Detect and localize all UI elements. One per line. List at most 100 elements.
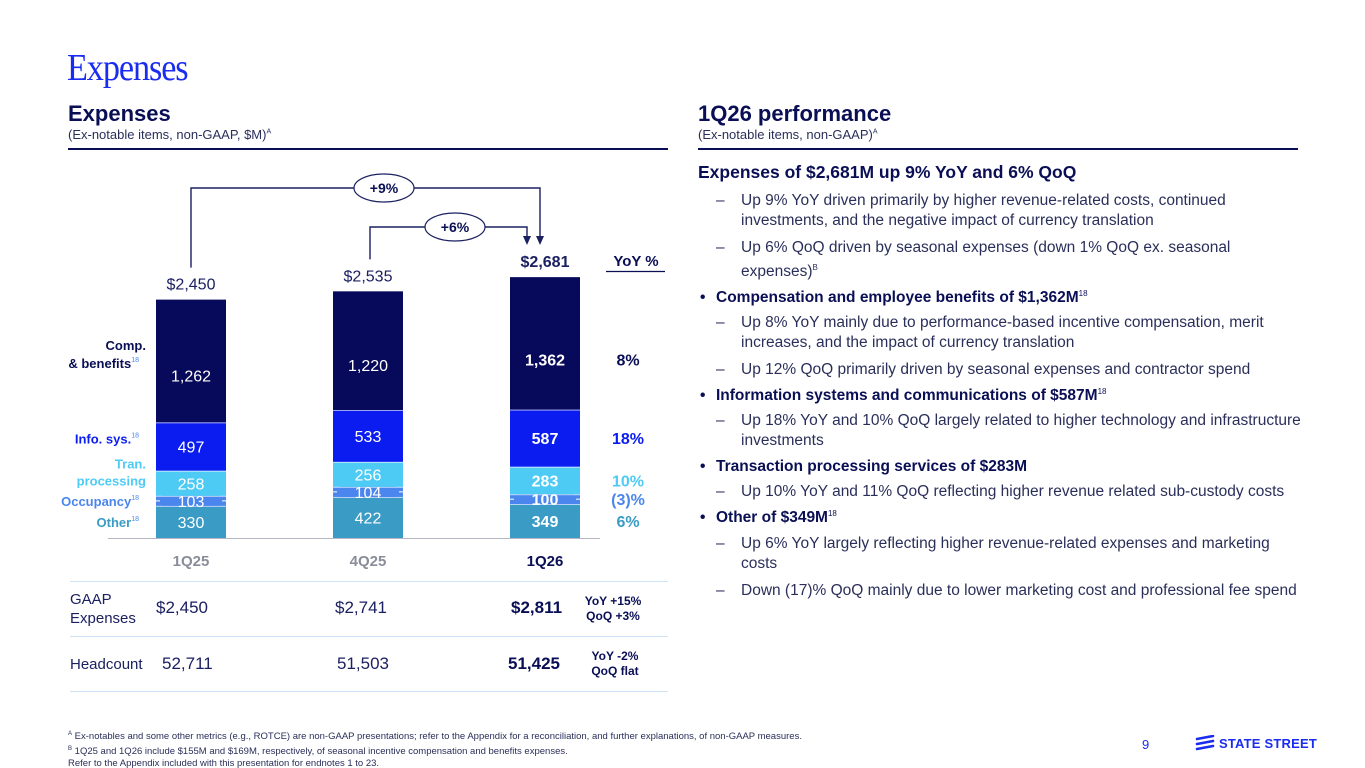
delta-badge: YoY +15% QoQ +3%	[584, 594, 642, 623]
series-label: Other18	[97, 515, 140, 530]
segment-value-label: 1,362	[525, 352, 565, 369]
arrow-head-icon	[523, 236, 531, 245]
table-divider	[70, 581, 668, 582]
occupancy-highlight	[516, 493, 574, 506]
yoy-value-label: 10%	[612, 474, 644, 491]
delta-badge: YoY -2% QoQ flat	[591, 649, 639, 678]
yoy-value-label: 8%	[616, 352, 639, 369]
bar-segment-information-systems	[156, 422, 226, 471]
segment-value-label: 104	[355, 485, 382, 502]
yoy-value-label: 6%	[616, 514, 639, 531]
state-street-logo: STATE STREET	[1195, 735, 1317, 751]
table-row-gaap-expenses: GAAP Expenses $2,450 $2,741 $2,811 YoY +…	[70, 582, 668, 637]
sub-point: Up 6% QoQ driven by seasonal expenses (d…	[698, 238, 1308, 282]
footnotes: A Ex-notables and some other metrics (e.…	[68, 728, 802, 768]
bar-total-label: $2,681	[521, 254, 570, 271]
cell-1q26: $2,811	[511, 598, 563, 617]
cell-1q25: $2,450	[156, 598, 208, 617]
table-row-headcount: Headcount 52,711 51,503 51,425 YoY -2% Q…	[70, 637, 668, 692]
segment-value-label: 349	[532, 514, 559, 531]
segment-value-label: 1,262	[171, 369, 211, 386]
series-label: Info. sys.18	[75, 432, 139, 447]
segment-value-label: 283	[532, 474, 559, 491]
bar-segment-transaction-processing	[333, 461, 403, 487]
performance-commentary: Expenses of $2,681M up 9% YoY and 6% QoQ…	[698, 162, 1308, 608]
section-divider	[68, 148, 668, 150]
segment-value-label: 258	[178, 476, 205, 493]
segment-value-label: 422	[355, 510, 382, 527]
row-label: GAAP Expenses	[70, 591, 136, 627]
performance-section-subtitle: (Ex-notable items, non-GAAP)A	[698, 127, 878, 142]
sub-point: Up 6% YoY largely reflecting higher reve…	[698, 534, 1308, 574]
chart-section-title: Expenses	[68, 101, 171, 126]
yoy-header: YoY %	[613, 253, 658, 270]
series-label: Occupancy18	[61, 494, 139, 509]
segment-value-label: 103	[178, 494, 205, 511]
series-note: 18	[131, 495, 139, 502]
series-label: Tran.	[115, 456, 146, 471]
yoy-value-label: 18%	[612, 431, 644, 448]
sub-point: Up 18% YoY and 10% QoQ largely related t…	[698, 411, 1308, 451]
bullet-other: Other of $349M18	[698, 509, 1308, 527]
cell-4q25: $2,741	[335, 598, 387, 617]
bar-segment-other	[156, 505, 226, 538]
slide-title: Expenses	[67, 47, 189, 89]
bullet-compensation: Compensation and employee benefits of $1…	[698, 289, 1308, 307]
segment-value-label: 100	[532, 492, 559, 509]
qoq-growth-label: +6%	[441, 219, 470, 235]
bar-segment-compensation-benefits	[156, 299, 226, 423]
performance-lead: Expenses of $2,681M up 9% YoY and 6% QoQ	[698, 162, 1077, 182]
row-label: Headcount	[70, 656, 143, 673]
performance-section-title: 1Q26 performance	[698, 101, 892, 126]
series-label: & benefits18	[68, 356, 139, 371]
bar-segment-information-systems	[333, 410, 403, 462]
cell-1q25: 52,711	[162, 654, 213, 673]
series-note: 18	[131, 433, 139, 440]
chart-section-header: Expenses (Ex-notable items, non-GAAP, $M…	[68, 101, 668, 150]
bullet-transaction-processing: Transaction processing services of $283M	[698, 458, 1308, 476]
yoy-growth-label: +9%	[370, 180, 399, 196]
yoy-value-label: (3)%	[611, 492, 645, 509]
qoq-growth-badge	[424, 212, 486, 242]
category-tick-label: 1Q26	[527, 553, 564, 570]
category-tick-label: 4Q25	[350, 553, 387, 570]
yoy-growth-badge	[353, 173, 415, 203]
bar-total-label: $2,450	[167, 277, 216, 294]
segment-value-label: 497	[178, 440, 205, 457]
sub-point: Down (17)% QoQ mainly due to lower marke…	[698, 581, 1308, 601]
segment-value-label: 587	[532, 431, 559, 448]
sub-point: Up 9% YoY driven primarily by higher rev…	[698, 191, 1308, 231]
bar-segment-other	[333, 496, 403, 538]
series-label: Comp.	[106, 338, 146, 353]
arrow-head-icon	[536, 236, 544, 245]
bullet-information-systems: Information systems and communications o…	[698, 387, 1308, 405]
sub-point: Up 10% YoY and 11% QoQ reflecting higher…	[698, 482, 1308, 502]
bar-segment-compensation-benefits	[510, 277, 580, 410]
occupancy-highlight	[162, 494, 220, 507]
segment-value-label: 330	[178, 515, 205, 532]
series-label: processing	[77, 473, 146, 488]
occupancy-highlight	[339, 485, 397, 498]
category-tick-label: 1Q25	[173, 553, 210, 570]
section-divider	[698, 148, 1298, 150]
bar-segment-compensation-benefits	[333, 291, 403, 411]
table-divider	[70, 691, 668, 692]
cell-1q26: 51,425	[508, 654, 560, 673]
footnote-endnotes: Refer to the Appendix included with this…	[68, 758, 380, 768]
segment-value-label: 533	[355, 429, 382, 446]
bar-segment-other	[510, 504, 580, 538]
segment-value-label: 1,220	[348, 358, 388, 375]
sub-point: Up 12% QoQ primarily driven by seasonal …	[698, 360, 1308, 380]
table-divider	[70, 636, 668, 637]
footnote-a: A Ex-notables and some other metrics (e.…	[68, 731, 802, 743]
footnote-b: B 1Q25 and 1Q26 include $155M and $169M,…	[68, 746, 568, 758]
bar-segment-transaction-processing	[510, 466, 580, 495]
brand-wordmark: STATE STREET	[1219, 735, 1317, 751]
state-street-logo-icon	[1195, 735, 1215, 751]
bar-total-label: $2,535	[344, 268, 393, 285]
cell-4q25: 51,503	[337, 654, 389, 673]
page-number: 9	[1142, 737, 1150, 752]
segment-value-label: 256	[355, 467, 382, 484]
sub-point: Up 8% YoY mainly due to performance-base…	[698, 313, 1308, 353]
